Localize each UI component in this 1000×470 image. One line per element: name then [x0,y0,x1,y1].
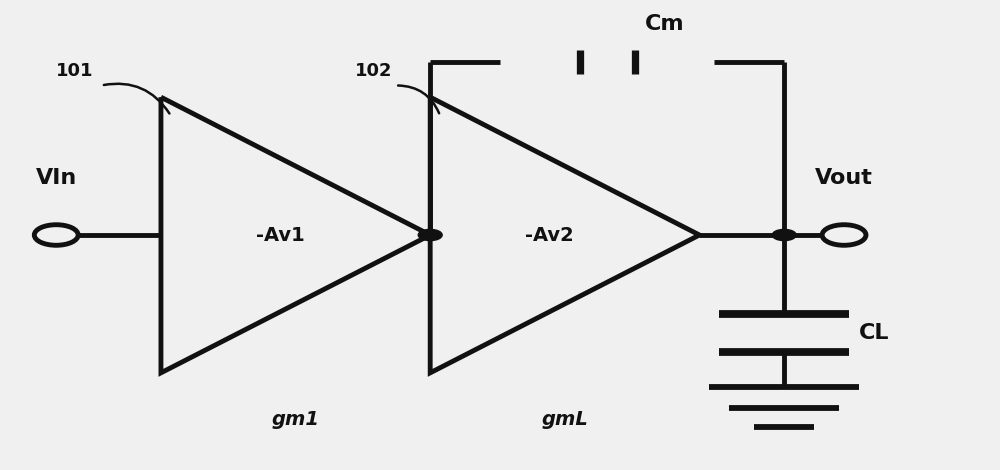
Text: -Av1: -Av1 [256,226,305,244]
Text: CL: CL [859,323,890,343]
Text: Vout: Vout [815,168,873,188]
Text: Cm: Cm [645,14,684,34]
Text: gmL: gmL [541,410,588,429]
Circle shape [418,229,442,241]
Text: -Av2: -Av2 [525,226,574,244]
Text: gm1: gm1 [272,410,320,429]
Circle shape [772,229,796,241]
Text: VIn: VIn [36,168,77,188]
Text: 102: 102 [355,63,393,80]
Text: 101: 101 [56,63,94,80]
